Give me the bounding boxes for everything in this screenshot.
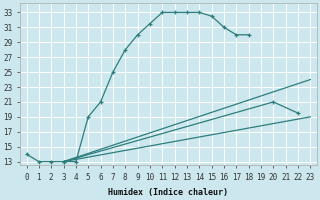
X-axis label: Humidex (Indice chaleur): Humidex (Indice chaleur) xyxy=(108,188,228,197)
